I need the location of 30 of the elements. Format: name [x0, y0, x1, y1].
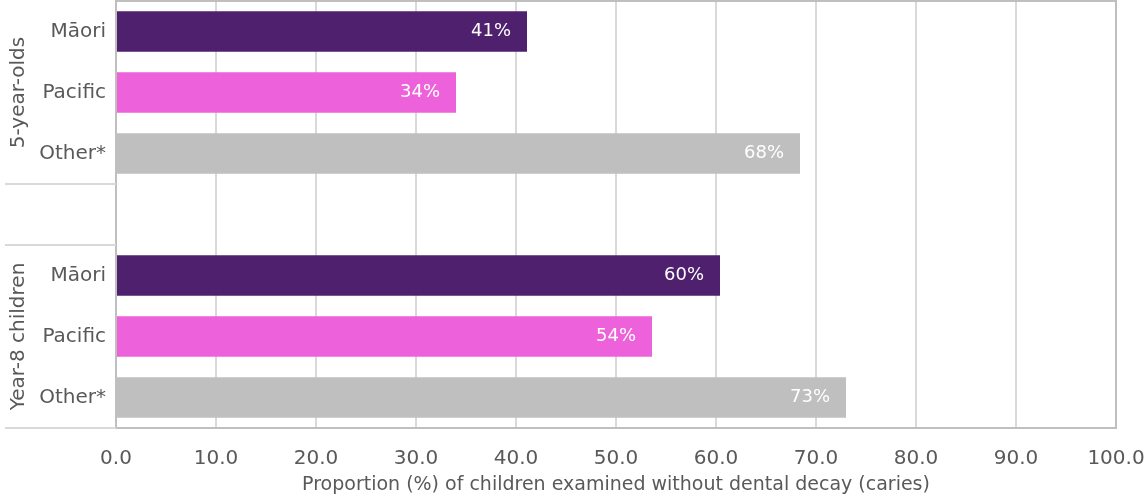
bar — [117, 11, 527, 52]
text: Year-8 children — [5, 262, 30, 412]
data-label: 41% — [470, 19, 511, 41]
x-tick-label: 60.0 — [693, 445, 739, 470]
x-tick-label: 20.0 — [293, 445, 339, 470]
data-label: 60% — [663, 263, 704, 285]
data-label: 68% — [743, 141, 784, 163]
y-tick-label: Other* — [39, 383, 106, 408]
x-tick-label: 50.0 — [593, 445, 639, 470]
x-tick-label: 100.0 — [1087, 445, 1145, 470]
x-tick-label: 30.0 — [393, 445, 439, 470]
bar — [117, 72, 456, 113]
data-label: 54% — [595, 324, 636, 346]
data-label: 73% — [789, 385, 830, 407]
x-tick-label: 10.0 — [193, 445, 239, 470]
y-tick-label: Māori — [50, 261, 106, 286]
y-tick-label: Other* — [39, 139, 106, 164]
x-tick-label: 90.0 — [993, 445, 1039, 470]
text: 5-year-olds — [5, 36, 30, 149]
bar — [117, 316, 652, 357]
x-axis-title: Proportion (%) of children examined without dental decay (caries) — [302, 471, 930, 494]
y-tick-label: Māori — [50, 17, 106, 42]
y-tick-label: Pacific — [42, 78, 106, 103]
y-tick-label: Pacific — [42, 322, 106, 347]
x-tick-label: 70.0 — [793, 445, 839, 470]
data-label: 34% — [399, 80, 440, 102]
bar — [117, 255, 720, 296]
x-tick-label: 0.0 — [100, 445, 132, 470]
x-tick-label: 40.0 — [493, 445, 539, 470]
x-tick-label: 80.0 — [893, 445, 939, 470]
